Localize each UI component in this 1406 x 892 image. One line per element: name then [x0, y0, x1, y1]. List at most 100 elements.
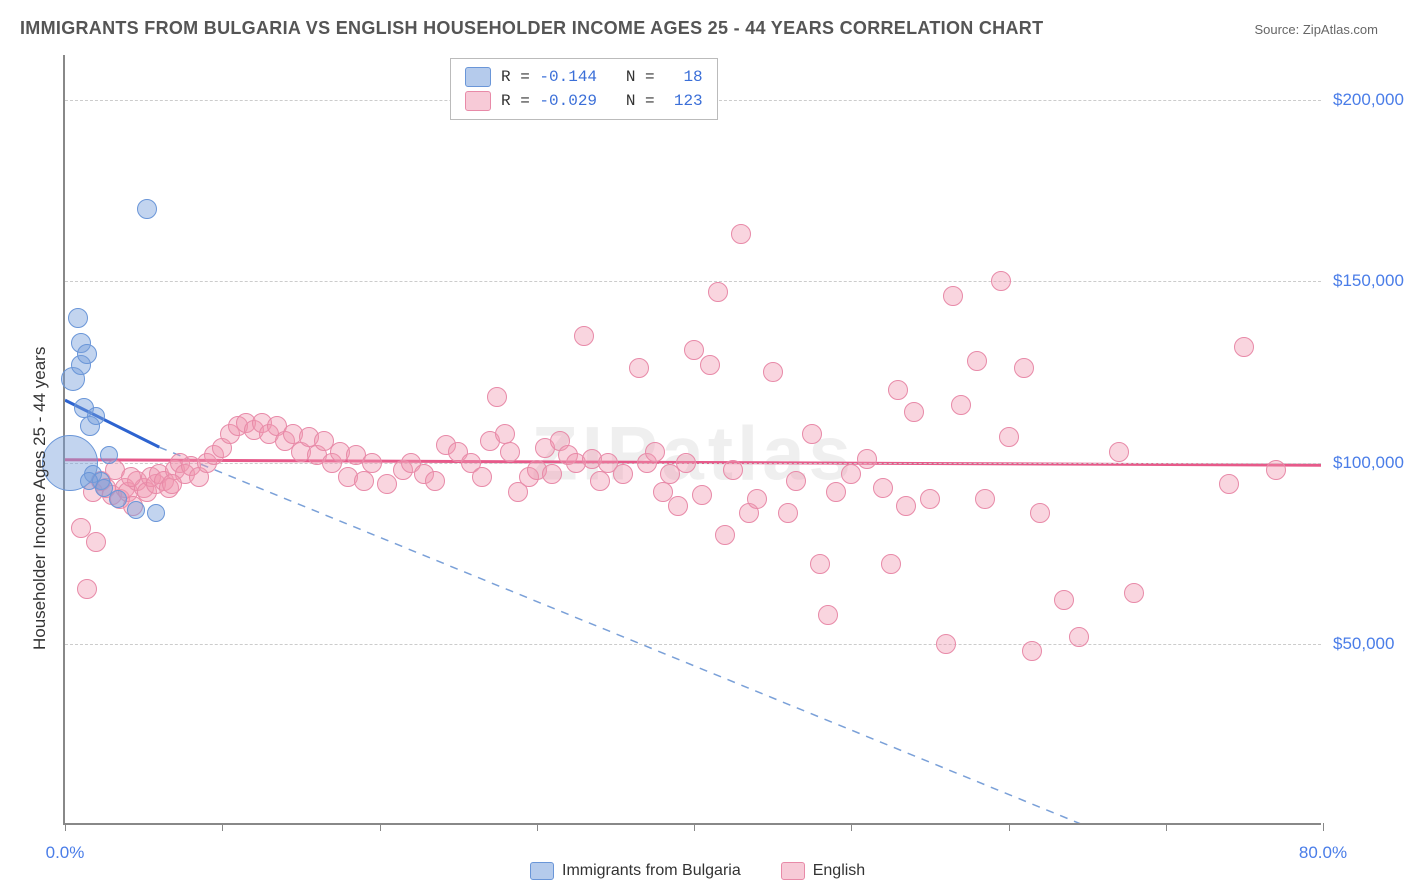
data-point-english	[747, 489, 767, 509]
data-point-english	[86, 532, 106, 552]
chart-container: IMMIGRANTS FROM BULGARIA VS ENGLISH HOUS…	[0, 0, 1406, 892]
data-point-english	[121, 467, 141, 487]
plot-inner: ZIPatlas $50,000$100,000$150,000$200,000…	[65, 55, 1321, 823]
data-point-english	[542, 464, 562, 484]
data-point-english	[668, 496, 688, 516]
data-point-english	[1219, 474, 1239, 494]
data-point-english	[708, 282, 728, 302]
data-point-bulgaria	[77, 344, 97, 364]
data-point-english	[487, 387, 507, 407]
x-tick-label: 80.0%	[1299, 843, 1347, 863]
data-point-english	[967, 351, 987, 371]
data-point-english	[802, 424, 822, 444]
data-point-english	[676, 453, 696, 473]
data-point-english	[653, 482, 673, 502]
legend-label: English	[813, 862, 865, 879]
source-prefix: Source:	[1254, 22, 1302, 37]
source-name: ZipAtlas.com	[1303, 22, 1378, 37]
data-point-english	[377, 474, 397, 494]
data-point-english	[645, 442, 665, 462]
data-point-english	[495, 424, 515, 444]
data-point-english	[362, 453, 382, 473]
data-point-english	[700, 355, 720, 375]
data-point-bulgaria	[137, 199, 157, 219]
legend-stats-box: R = -0.144 N = 18R = -0.029 N = 123	[450, 58, 718, 120]
data-point-english	[77, 579, 97, 599]
data-point-english	[1109, 442, 1129, 462]
y-axis-title: Householder Income Ages 25 - 44 years	[30, 347, 50, 650]
data-point-bulgaria	[147, 504, 165, 522]
x-tick	[694, 823, 695, 831]
data-point-bulgaria	[127, 501, 145, 519]
data-point-english	[629, 358, 649, 378]
data-point-bulgaria	[68, 308, 88, 328]
data-point-english	[1124, 583, 1144, 603]
x-tick-label: 0.0%	[46, 843, 85, 863]
data-point-english	[1069, 627, 1089, 647]
data-point-english	[574, 326, 594, 346]
data-point-english	[590, 471, 610, 491]
legend-item: English	[781, 862, 865, 880]
data-point-english	[613, 464, 633, 484]
x-tick	[222, 823, 223, 831]
data-point-english	[936, 634, 956, 654]
legend-stat-row: R = -0.029 N = 123	[465, 89, 703, 113]
data-point-english	[975, 489, 995, 509]
data-point-english	[354, 471, 374, 491]
legend-item: Immigrants from Bulgaria	[530, 862, 741, 880]
source-label: Source: ZipAtlas.com	[1254, 22, 1378, 37]
data-point-english	[896, 496, 916, 516]
data-point-bulgaria	[80, 472, 98, 490]
plot-area: ZIPatlas $50,000$100,000$150,000$200,000…	[63, 55, 1321, 825]
data-point-english	[943, 286, 963, 306]
y-tick-label: $50,000	[1333, 634, 1394, 654]
data-point-english	[904, 402, 924, 422]
gridline	[65, 281, 1321, 282]
data-point-english	[763, 362, 783, 382]
data-point-english	[991, 271, 1011, 291]
x-tick	[380, 823, 381, 831]
data-point-english	[715, 525, 735, 545]
data-point-english	[857, 449, 877, 469]
data-point-english	[810, 554, 830, 574]
data-point-bulgaria	[87, 407, 105, 425]
data-point-english	[778, 503, 798, 523]
data-point-english	[71, 518, 91, 538]
legend-swatch	[530, 862, 554, 880]
data-point-english	[1234, 337, 1254, 357]
legend-stat-row: R = -0.144 N = 18	[465, 65, 703, 89]
data-point-english	[1022, 641, 1042, 661]
data-point-english	[1266, 460, 1286, 480]
x-tick	[537, 823, 538, 831]
legend-series: Immigrants from Bulgaria English	[530, 862, 905, 880]
legend-swatch	[781, 862, 805, 880]
y-tick-label: $100,000	[1333, 453, 1404, 473]
data-point-bulgaria	[100, 446, 118, 464]
x-tick	[65, 823, 66, 831]
data-point-english	[684, 340, 704, 360]
data-point-english	[786, 471, 806, 491]
data-point-english	[472, 467, 492, 487]
x-tick	[1323, 823, 1324, 831]
legend-swatch	[465, 67, 491, 87]
data-point-english	[1014, 358, 1034, 378]
y-tick-label: $150,000	[1333, 271, 1404, 291]
chart-title: IMMIGRANTS FROM BULGARIA VS ENGLISH HOUS…	[20, 18, 1043, 39]
data-point-english	[1030, 503, 1050, 523]
data-point-english	[920, 489, 940, 509]
x-tick	[1009, 823, 1010, 831]
y-tick-label: $200,000	[1333, 90, 1404, 110]
data-point-english	[162, 474, 182, 494]
gridline	[65, 644, 1321, 645]
data-point-english	[881, 554, 901, 574]
legend-label: Immigrants from Bulgaria	[562, 862, 741, 879]
data-point-english	[1054, 590, 1074, 610]
data-point-english	[826, 482, 846, 502]
data-point-english	[873, 478, 893, 498]
legend-swatch	[465, 91, 491, 111]
data-point-bulgaria	[109, 490, 127, 508]
data-point-english	[692, 485, 712, 505]
data-point-english	[818, 605, 838, 625]
data-point-english	[951, 395, 971, 415]
data-point-english	[731, 224, 751, 244]
